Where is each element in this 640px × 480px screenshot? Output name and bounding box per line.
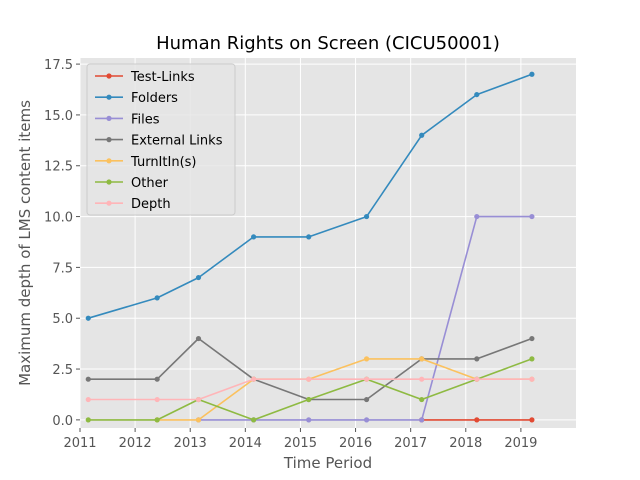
legend-item: Folders <box>95 91 178 106</box>
data-point-depth <box>474 376 480 382</box>
data-point-external-links <box>154 376 160 382</box>
data-point-turnitin-s <box>363 356 370 362</box>
legend-label: Test-Links <box>130 70 195 85</box>
data-point-files <box>529 213 535 220</box>
legend-item: Depth <box>95 197 171 212</box>
legend-label: Files <box>131 112 160 127</box>
data-point-folders <box>474 91 480 98</box>
data-point-external-links <box>474 356 480 362</box>
data-point-folders <box>85 315 91 321</box>
legend-label: Other <box>131 176 169 191</box>
y-tick-label: 5.0 <box>52 312 73 327</box>
y-tick-label: 7.5 <box>52 261 73 276</box>
x-tick-label: 2011 <box>63 436 96 451</box>
data-point-folders <box>529 71 535 77</box>
data-point-folders <box>251 234 257 240</box>
x-tick-label: 2012 <box>119 436 152 451</box>
data-point-folders <box>195 274 202 281</box>
data-point-folders <box>419 132 425 138</box>
y-tick-label: 10.0 <box>44 211 73 226</box>
legend-item: TurnItIn(s) <box>95 155 196 170</box>
data-point-files <box>419 417 425 423</box>
data-point-other <box>306 396 312 403</box>
data-point-depth <box>419 376 425 382</box>
legend-marker <box>106 73 112 79</box>
legend-item: Test-Links <box>95 70 195 85</box>
data-point-depth <box>195 396 202 403</box>
legend: Test-Links Folders Files External Links Turn… <box>86 63 236 216</box>
data-point-depth <box>363 376 370 382</box>
data-point-files <box>474 213 480 220</box>
x-tick-label: 2016 <box>339 436 372 451</box>
data-point-turnitin-s <box>195 417 202 423</box>
legend-item: Files <box>95 112 160 127</box>
data-point-test-links <box>529 417 535 423</box>
legend-label: External Links <box>131 134 223 149</box>
data-point-folders <box>306 234 312 240</box>
data-point-depth <box>154 396 160 403</box>
series-folders <box>85 71 535 321</box>
legend-marker <box>106 94 112 100</box>
x-tick-label: 2013 <box>174 436 207 451</box>
x-tick-label: 2015 <box>284 436 317 451</box>
data-point-depth <box>85 396 91 403</box>
data-point-external-links <box>529 335 535 342</box>
legend-marker <box>106 200 112 206</box>
y-tick-label: 17.5 <box>44 58 73 73</box>
chart-title: Human Rights on Screen (CICU50001) <box>156 33 500 54</box>
y-tick-label: 0.0 <box>52 414 73 429</box>
data-point-files <box>306 417 312 423</box>
x-axis-label: Time Period <box>283 454 372 472</box>
data-point-other <box>419 396 425 403</box>
y-tick-label: 2.5 <box>52 363 73 378</box>
data-point-external-links <box>363 396 370 403</box>
legend-item: External Links <box>95 134 223 149</box>
x-tick-label: 2014 <box>229 436 262 451</box>
data-point-folders <box>363 213 370 220</box>
legend-label: TurnItIn(s) <box>130 155 196 170</box>
data-point-turnitin-s <box>419 356 425 362</box>
data-point-depth <box>306 376 312 382</box>
y-tick-label: 15.0 <box>44 109 73 124</box>
data-point-folders <box>154 295 160 301</box>
data-point-depth <box>529 376 535 382</box>
data-point-depth <box>251 376 257 382</box>
legend-box <box>86 63 236 216</box>
x-tick-label: 2019 <box>504 436 537 451</box>
legend-marker <box>106 137 112 143</box>
y-axis-label: Maximum depth of LMS content items <box>16 100 34 386</box>
legend-label: Folders <box>131 91 178 106</box>
data-point-other <box>85 417 91 423</box>
x-tick-label: 2017 <box>394 436 427 451</box>
legend-marker <box>106 115 112 121</box>
legend-marker <box>106 179 112 185</box>
data-point-other <box>154 417 160 423</box>
data-point-other <box>529 356 535 362</box>
data-point-test-links <box>474 417 480 423</box>
data-point-external-links <box>85 376 91 382</box>
series-lines <box>85 71 535 423</box>
y-tick-label: 12.5 <box>44 160 73 175</box>
y-axis-ticks: 0.0 2.5 5.0 7.5 10.0 12.5 15.0 17.5 <box>44 58 80 429</box>
legend-marker <box>106 158 112 164</box>
data-point-files <box>363 417 370 423</box>
legend-item: Other <box>95 176 169 191</box>
legend-label: Depth <box>131 197 171 212</box>
data-point-external-links <box>195 335 202 342</box>
x-tick-label: 2018 <box>449 436 482 451</box>
series-line-turnitin-s <box>157 358 532 421</box>
x-axis-ticks: 2011 2012 2013 2014 2015 2016 2017 2018 2019 <box>63 428 537 451</box>
series-depth <box>85 376 535 403</box>
data-point-other <box>251 417 257 423</box>
